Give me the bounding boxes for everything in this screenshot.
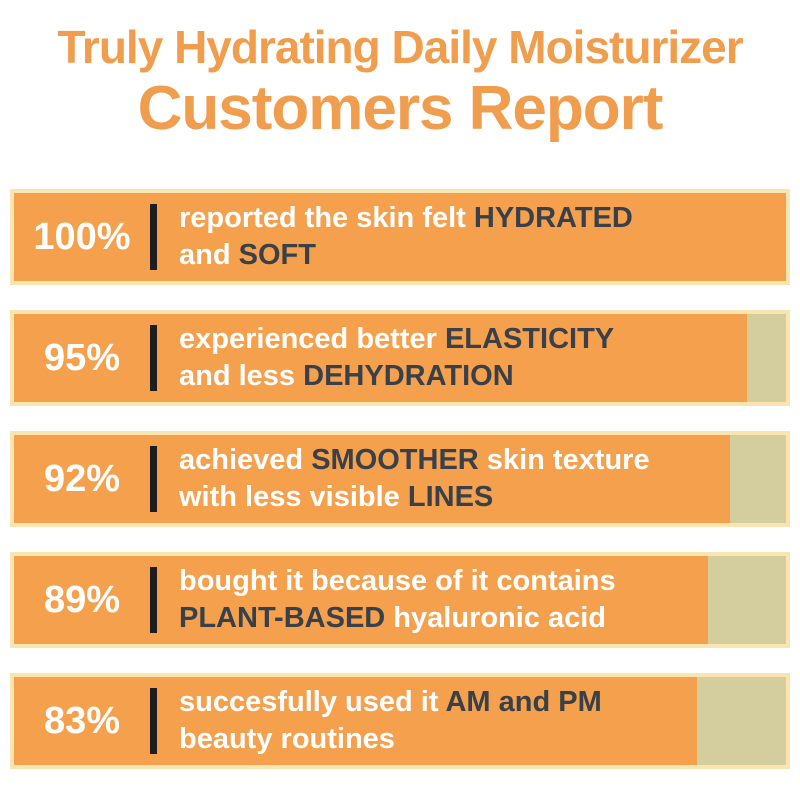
stat-row: 95% experienced better ELASTICITY and les… [10, 310, 790, 407]
stat-row: 89% bought it because of it contains PLAN… [10, 552, 790, 649]
divider-line [150, 325, 157, 392]
emphasized-word: DEHYDRATION [303, 360, 514, 393]
stat-text-segment: succesfully used it [179, 686, 446, 719]
stat-text-segment: with less visible [179, 481, 408, 514]
stat-description: reported the skin felt HYDRATED and SOFT [179, 200, 633, 274]
divider-line [150, 446, 157, 513]
stat-text-line: bought it because of it contains [179, 563, 616, 600]
stat-description: experienced better ELASTICITY and less DE… [179, 321, 614, 395]
stat-text-segment: and less [179, 360, 304, 393]
emphasized-word: HYDRATED [473, 202, 633, 235]
emphasized-word: SOFT [238, 239, 316, 272]
stat-text-segment: reported the skin felt [179, 202, 474, 235]
stat-text-line: succesfully used it AM and PM [179, 684, 602, 721]
stat-description: achieved SMOOTHER skin texture with less … [179, 442, 650, 516]
infographic-page: Truly Hydrating Daily Moisturizer Custom… [0, 0, 800, 770]
emphasized-word: PLANT-BASED [179, 602, 386, 635]
divider-line [150, 567, 157, 634]
stat-bar-fill [14, 193, 786, 282]
stat-row: 92% achieved SMOOTHER skin texture with l… [10, 431, 790, 528]
stat-text-line: PLANT-BASED hyaluronic acid [179, 600, 616, 637]
stat-text-segment: beauty routines [179, 723, 395, 756]
stat-text-line: reported the skin felt HYDRATED [179, 200, 633, 237]
stat-text-segment: bought it because of it contains [179, 565, 616, 598]
stats-list: 100% reported the skin felt HYDRATED and … [10, 189, 790, 770]
stat-percent: 89% [43, 578, 121, 621]
stat-bar-fill [14, 314, 748, 403]
stat-text-segment: hyaluronic acid [385, 602, 607, 635]
emphasized-word: ELASTICITY [444, 323, 615, 356]
stat-text-segment: and [179, 239, 239, 272]
stat-text-line: and less DEHYDRATION [179, 358, 614, 395]
page-title: Truly Hydrating Daily Moisturizer [57, 21, 743, 73]
stat-text-line: achieved SMOOTHER skin texture [179, 442, 650, 479]
stat-percent: 100% [33, 215, 131, 258]
stat-track: 92% achieved SMOOTHER skin texture with l… [14, 435, 786, 524]
stat-text-segment: experienced better [179, 323, 445, 356]
stat-text-segment: achieved [179, 444, 312, 477]
stat-row: 100% reported the skin felt HYDRATED and … [10, 189, 790, 286]
emphasized-word: LINES [407, 481, 494, 514]
stat-bar-fill [14, 677, 698, 766]
stat-track: 89% bought it because of it contains PLAN… [14, 556, 786, 645]
stat-description: succesfully used it AM and PM beauty rout… [179, 684, 602, 758]
stat-text-line: with less visible LINES [179, 479, 650, 516]
stat-percent: 92% [43, 457, 121, 500]
stat-text-line: and SOFT [179, 237, 633, 274]
stat-row-content: 95% experienced better ELASTICITY and les… [14, 314, 786, 402]
stat-row-content: 92% achieved SMOOTHER skin texture with l… [14, 435, 786, 523]
stat-text-segment: skin texture [478, 444, 650, 477]
stat-track: 83% succesfully used it AM and PM beauty … [14, 677, 786, 766]
page-subtitle: Customers Report [137, 74, 664, 144]
stat-text-line: beauty routines [179, 721, 602, 758]
stat-row: 83% succesfully used it AM and PM beauty … [10, 673, 790, 770]
stat-track: 100% reported the skin felt HYDRATED and … [14, 193, 786, 282]
emphasized-word: AM and PM [445, 686, 602, 719]
divider-line [150, 688, 157, 755]
stat-bar-fill [14, 556, 709, 645]
stat-percent: 83% [43, 699, 121, 742]
stat-text-line: experienced better ELASTICITY [179, 321, 614, 358]
stat-row-content: 100% reported the skin felt HYDRATED and … [14, 193, 786, 281]
stat-bar-fill [14, 435, 730, 524]
stat-row-content: 89% bought it because of it contains PLAN… [14, 556, 786, 644]
stat-row-content: 83% succesfully used it AM and PM beauty … [14, 677, 786, 765]
stat-description: bought it because of it contains PLANT-BA… [179, 563, 616, 637]
stat-track: 95% experienced better ELASTICITY and les… [14, 314, 786, 403]
header: Truly Hydrating Daily Moisturizer Custom… [0, 0, 800, 143]
divider-line [150, 204, 157, 271]
emphasized-word: SMOOTHER [311, 444, 479, 477]
stat-percent: 95% [43, 336, 121, 379]
